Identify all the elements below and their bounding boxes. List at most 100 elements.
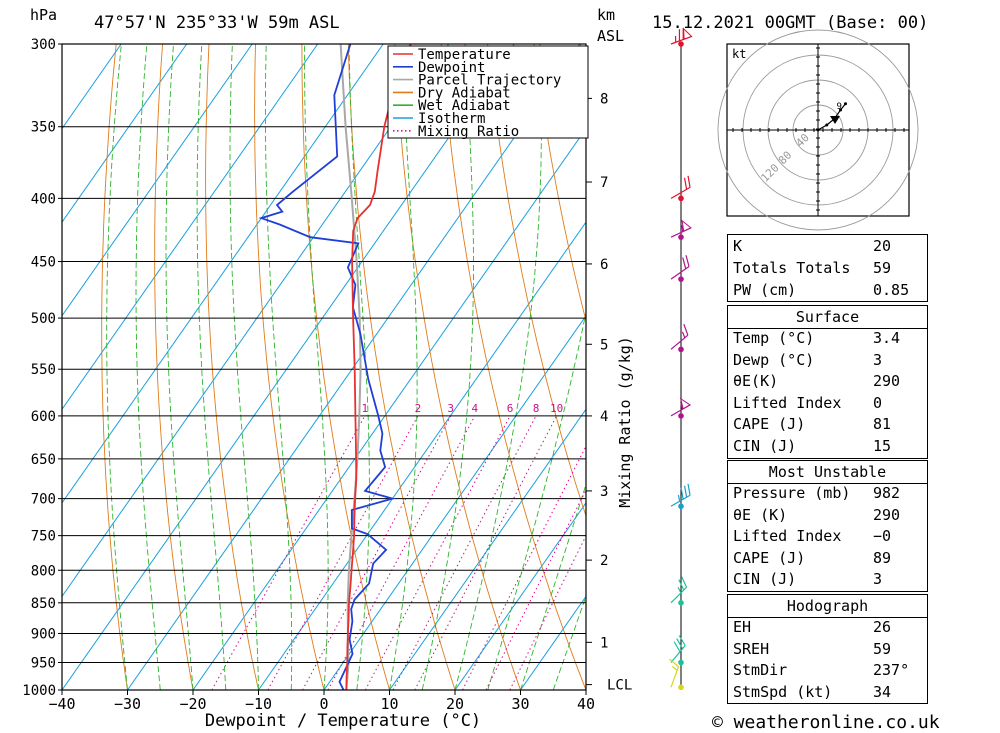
- hpa-label: hPa: [30, 6, 57, 24]
- wind-barb: [670, 635, 686, 663]
- km-tick-label: 1: [600, 635, 608, 651]
- wind-level-dot: [678, 276, 684, 282]
- mixing-ratio-label: 2: [415, 402, 422, 415]
- hodograph-point: [839, 108, 842, 112]
- legend-label: Dry Adiabat: [418, 85, 511, 101]
- unstable-row: Lifted Index −0: [733, 527, 892, 545]
- isotherm-line: [389, 408, 586, 690]
- mixing-ratio-label: 4: [472, 402, 479, 415]
- dry-adiabat-line: [533, 44, 586, 323]
- dry-adiabat-line: [205, 44, 259, 690]
- location-title: 47°57'N 235°33'W 59m ASL: [94, 13, 340, 33]
- isotherm-line: [62, 44, 122, 130]
- legend-label: Parcel Trajectory: [418, 73, 561, 89]
- mixing-ratio-labels: 1 2 3 4 6 8 10: [362, 402, 564, 415]
- hodograph-title: Hodograph: [786, 597, 869, 615]
- mixing-ratio-label: 6: [507, 402, 514, 415]
- pressure-tick-label: 700: [31, 492, 56, 508]
- most-unstable-title: Most Unstable: [768, 463, 887, 481]
- wind-barb-flag: [676, 638, 684, 649]
- mixing-ratio-line: [485, 488, 586, 690]
- wind-barb: [670, 324, 689, 350]
- mixing-ratio-line: [509, 534, 586, 690]
- temperature-tick-label: 10: [380, 695, 398, 713]
- surface-row: θE(K) 290: [733, 372, 901, 390]
- wind-level-dot: [678, 234, 684, 240]
- wind-level-dot: [678, 195, 684, 202]
- isotherm-line: [258, 221, 586, 690]
- hodograph-row: StmDir 237°: [733, 661, 910, 679]
- hodograph-point: [844, 102, 847, 106]
- wind-barb: [670, 483, 691, 507]
- isotherm-line: [62, 44, 450, 598]
- pressure-tick-label: 850: [31, 596, 56, 612]
- wet-adiabat-line: [135, 44, 161, 690]
- wind-barb-flag: [683, 177, 688, 190]
- wind-barb-flag: [687, 483, 691, 496]
- wind-barb-flag: [678, 579, 685, 591]
- pressure-tick-label: 900: [31, 626, 56, 642]
- wet-adiabat-line: [106, 44, 128, 690]
- pressure-tick-label: 750: [31, 529, 56, 545]
- surface-title: Surface: [795, 308, 860, 326]
- legend-label: Mixing Ratio: [418, 124, 519, 140]
- pressure-tick-label: 600: [31, 409, 56, 425]
- pressure-tick-label: 300: [31, 37, 56, 53]
- wet-adiabat-line: [389, 44, 418, 690]
- km-tick-label: 4: [600, 409, 608, 425]
- mixing-ratio-label: 8: [533, 402, 540, 415]
- legend-label: Temperature: [418, 47, 511, 63]
- wind-barb-halfflag: [677, 494, 681, 502]
- unstable-row: Pressure (mb) 982: [733, 484, 901, 502]
- wind-barb-halfflag: [680, 403, 683, 410]
- hodograph-row: StmSpd (kt) 34: [733, 683, 892, 701]
- legend-label: Dewpoint: [418, 60, 485, 76]
- sounding-traces: [258, 44, 412, 690]
- wind-barb-flag: [681, 576, 688, 588]
- temperature-trace: [345, 44, 412, 690]
- mixing-ratio-label: 3: [447, 402, 454, 415]
- wind-barb-halfflag: [681, 225, 684, 232]
- temperature-tick-label: −10: [245, 695, 272, 713]
- wind-barb-pennant: [679, 397, 692, 410]
- pressure-tick-label: 1000: [22, 683, 56, 699]
- wind-barb: [670, 175, 691, 199]
- unstable-row: CAPE (J) 89: [733, 549, 892, 567]
- wind-barb: [670, 219, 692, 238]
- surface-row: Dewp (°C) 3: [733, 351, 883, 369]
- wind-level-dot: [678, 413, 684, 419]
- asl-label: ASL: [597, 27, 624, 45]
- wind-barb-flag: [685, 255, 690, 267]
- pressure-tick-label: 500: [31, 311, 56, 327]
- temperature-tick-label: −30: [114, 695, 141, 713]
- legend-label: Isotherm: [418, 111, 485, 127]
- wind-barb-flag: [669, 658, 679, 668]
- dry-adiabat-line: [154, 44, 194, 690]
- copyright-text: © weatheronline.co.uk: [712, 712, 940, 733]
- wind-barb-halfflag: [674, 35, 677, 43]
- hodograph-panel: Hodograph EH 26 SREH 59 StmDir 237° StmSpd …: [727, 594, 928, 704]
- km-tick-label: 7: [600, 175, 608, 191]
- temperature-tick-label: 0: [319, 695, 328, 713]
- hodograph-ring: [717, 29, 919, 231]
- wind-barb: [670, 27, 693, 45]
- mixing-ratio-line: [462, 445, 586, 690]
- wind-barb-halfflag: [671, 665, 678, 671]
- pressure-tick-label: 450: [31, 255, 56, 271]
- wind-barb-flag: [678, 29, 681, 41]
- isotherm-line: [62, 44, 319, 411]
- dry-adiabat-line: [952, 44, 1000, 690]
- legend-label: Wet Adiabat: [418, 98, 511, 114]
- wind-barb-halfflag: [681, 331, 686, 339]
- dry-adiabat-line: [101, 44, 128, 690]
- wind-level-dot: [678, 346, 684, 353]
- isotherm-line: [323, 314, 586, 690]
- index-row: K 20: [733, 237, 892, 255]
- wind-barb-halfflag: [677, 586, 682, 594]
- mixing-ratio-line: [414, 415, 558, 690]
- most-unstable-panel: Most Unstable Pressure (mb) 982 θE (K) 290…: [727, 460, 928, 592]
- km-tick-label: LCL: [607, 678, 632, 694]
- isotherm-line: [454, 501, 586, 690]
- temperature-tick-label: 30: [511, 695, 529, 713]
